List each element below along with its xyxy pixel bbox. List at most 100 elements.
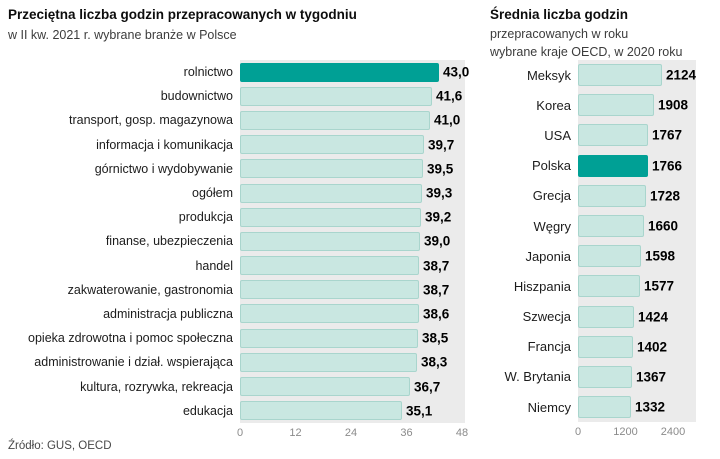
value-label: 38,3 (421, 354, 448, 370)
bar-row: produkcja 39,2 (8, 205, 478, 230)
bar-track: 1424 (578, 301, 696, 332)
bar-row: Japonia 1598 (490, 241, 718, 272)
bar-track: 1728 (578, 180, 696, 211)
bar-track: 38,3 (240, 350, 465, 375)
chart-yearly-hours-oecd: Średnia liczba godzin przepracowanych w … (490, 7, 718, 442)
bar-track: 39,3 (240, 180, 465, 206)
value-label: 38,5 (422, 330, 449, 346)
bar (240, 377, 410, 397)
category-label: Niemcy (527, 399, 571, 415)
bar-track: 35,1 (240, 398, 465, 423)
bar (240, 401, 402, 421)
category-label: W. Brytania (504, 369, 571, 385)
bar-track: 36,7 (240, 374, 465, 399)
bar-row: budownictwo 41,6 (8, 84, 478, 109)
bar-track: 1577 (578, 271, 696, 302)
axis-tick-label: 36 (400, 426, 413, 439)
category-label: rolnictwo (183, 65, 233, 80)
bar-row: opieka zdrowotna i pomoc społeczna 38,5 (8, 326, 478, 351)
value-label: 1424 (638, 309, 669, 325)
source-note: Źródło: GUS, OECD (8, 440, 112, 452)
bar-row: finanse, ubezpieczenia 39,0 (8, 229, 478, 254)
chart-title: Przeciętna liczba godzin przepracowanych… (8, 7, 357, 22)
bar (240, 86, 432, 106)
bar (578, 124, 648, 147)
value-label: 1660 (648, 218, 679, 234)
chart-subtitle-line2: wybrane kraje OECD, w 2020 roku (490, 45, 683, 60)
bar-row: informacja i komunikacja 39,7 (8, 132, 478, 157)
category-label: administrowanie i dział. wspierająca (34, 355, 233, 370)
value-label: 1402 (637, 339, 668, 355)
category-label: Polska (531, 158, 571, 174)
bar (578, 94, 654, 117)
bar-row: W. Brytania 1367 (490, 361, 718, 393)
bar (578, 215, 644, 238)
bar-row: górnictwo i wydobywanie 39,5 (8, 156, 478, 181)
bar (578, 245, 641, 268)
category-label: kultura, rozrywka, rekreacja (80, 379, 233, 394)
axis-tick-label: 48 (455, 426, 469, 439)
bar (578, 305, 634, 328)
bar-row: transport, gosp. magazynowa 41,0 (8, 108, 478, 133)
value-label: 39,7 (428, 137, 455, 153)
bar-track: 39,0 (240, 229, 465, 254)
bar-row: edukacja 35,1 (8, 398, 478, 423)
bar (578, 396, 631, 419)
bar (240, 280, 419, 300)
category-label: administracja publiczna (103, 306, 233, 321)
bar-track: 1766 (578, 150, 696, 181)
value-label: 2124 (666, 67, 697, 83)
axis-tick-label: 2400 (660, 426, 686, 439)
chart-header: Przeciętna liczba godzin przepracowanych… (8, 7, 478, 60)
value-label: 39,3 (426, 185, 453, 201)
bar-track: 1660 (578, 210, 696, 242)
category-label: Korea (536, 97, 571, 113)
value-label: 1367 (636, 369, 667, 385)
bar-track: 38,7 (240, 277, 465, 302)
value-label: 38,7 (423, 258, 450, 274)
bar (240, 183, 422, 203)
bar-row: administrowanie i dział. wspierająca 38,3 (8, 350, 478, 375)
bar-row: administracja publiczna 38,6 (8, 301, 478, 327)
bar (578, 64, 662, 87)
value-label: 39,0 (424, 233, 451, 249)
bar-row: Meksyk 2124 (490, 60, 718, 91)
category-label: produkcja (178, 210, 233, 225)
bar-row: USA 1767 (490, 120, 718, 151)
bar-track: 38,5 (240, 326, 465, 351)
bar-track: 1598 (578, 241, 696, 272)
bar-track: 39,7 (240, 132, 465, 157)
category-label: Meksyk (526, 67, 571, 83)
bar (240, 135, 424, 155)
bar (240, 207, 421, 227)
bar-row: Francja 1402 (490, 331, 718, 362)
value-label: 1598 (645, 248, 676, 264)
bar-track: 39,2 (240, 205, 465, 230)
value-label: 36,7 (414, 379, 441, 395)
bar-rows: Meksyk 2124 Korea 1908 USA 1767 Polska 1766 Grec… (490, 60, 718, 423)
bar (240, 159, 423, 179)
value-label: 41,0 (434, 112, 461, 128)
bar-row: zakwaterowanie, gastronomia 38,7 (8, 277, 478, 302)
category-label: edukacja (182, 403, 233, 418)
value-label: 38,7 (423, 282, 450, 298)
bar-track: 41,0 (240, 108, 465, 133)
category-label: transport, gosp. magazynowa (69, 113, 233, 128)
value-label: 43,0 (443, 64, 470, 80)
category-label: USA (544, 127, 571, 143)
value-label: 35,1 (406, 403, 433, 419)
chart-title: Średnia liczba godzin (490, 7, 629, 22)
category-label: Szwecja (522, 309, 571, 325)
axis-tick-label: 12 (289, 426, 302, 439)
value-label: 1728 (650, 188, 681, 204)
chart-header: Średnia liczba godzin przepracowanych w … (490, 7, 718, 60)
bar (240, 231, 420, 251)
bar (578, 184, 646, 207)
value-label: 38,6 (423, 306, 450, 322)
bar-track: 1332 (578, 392, 696, 423)
bar-track: 1767 (578, 120, 696, 151)
bar-rows: rolnictwo 43,0 budownictwo 41,6 transport, g… (8, 60, 478, 423)
bar-row: Korea 1908 (490, 90, 718, 121)
value-label: 1332 (635, 399, 666, 415)
